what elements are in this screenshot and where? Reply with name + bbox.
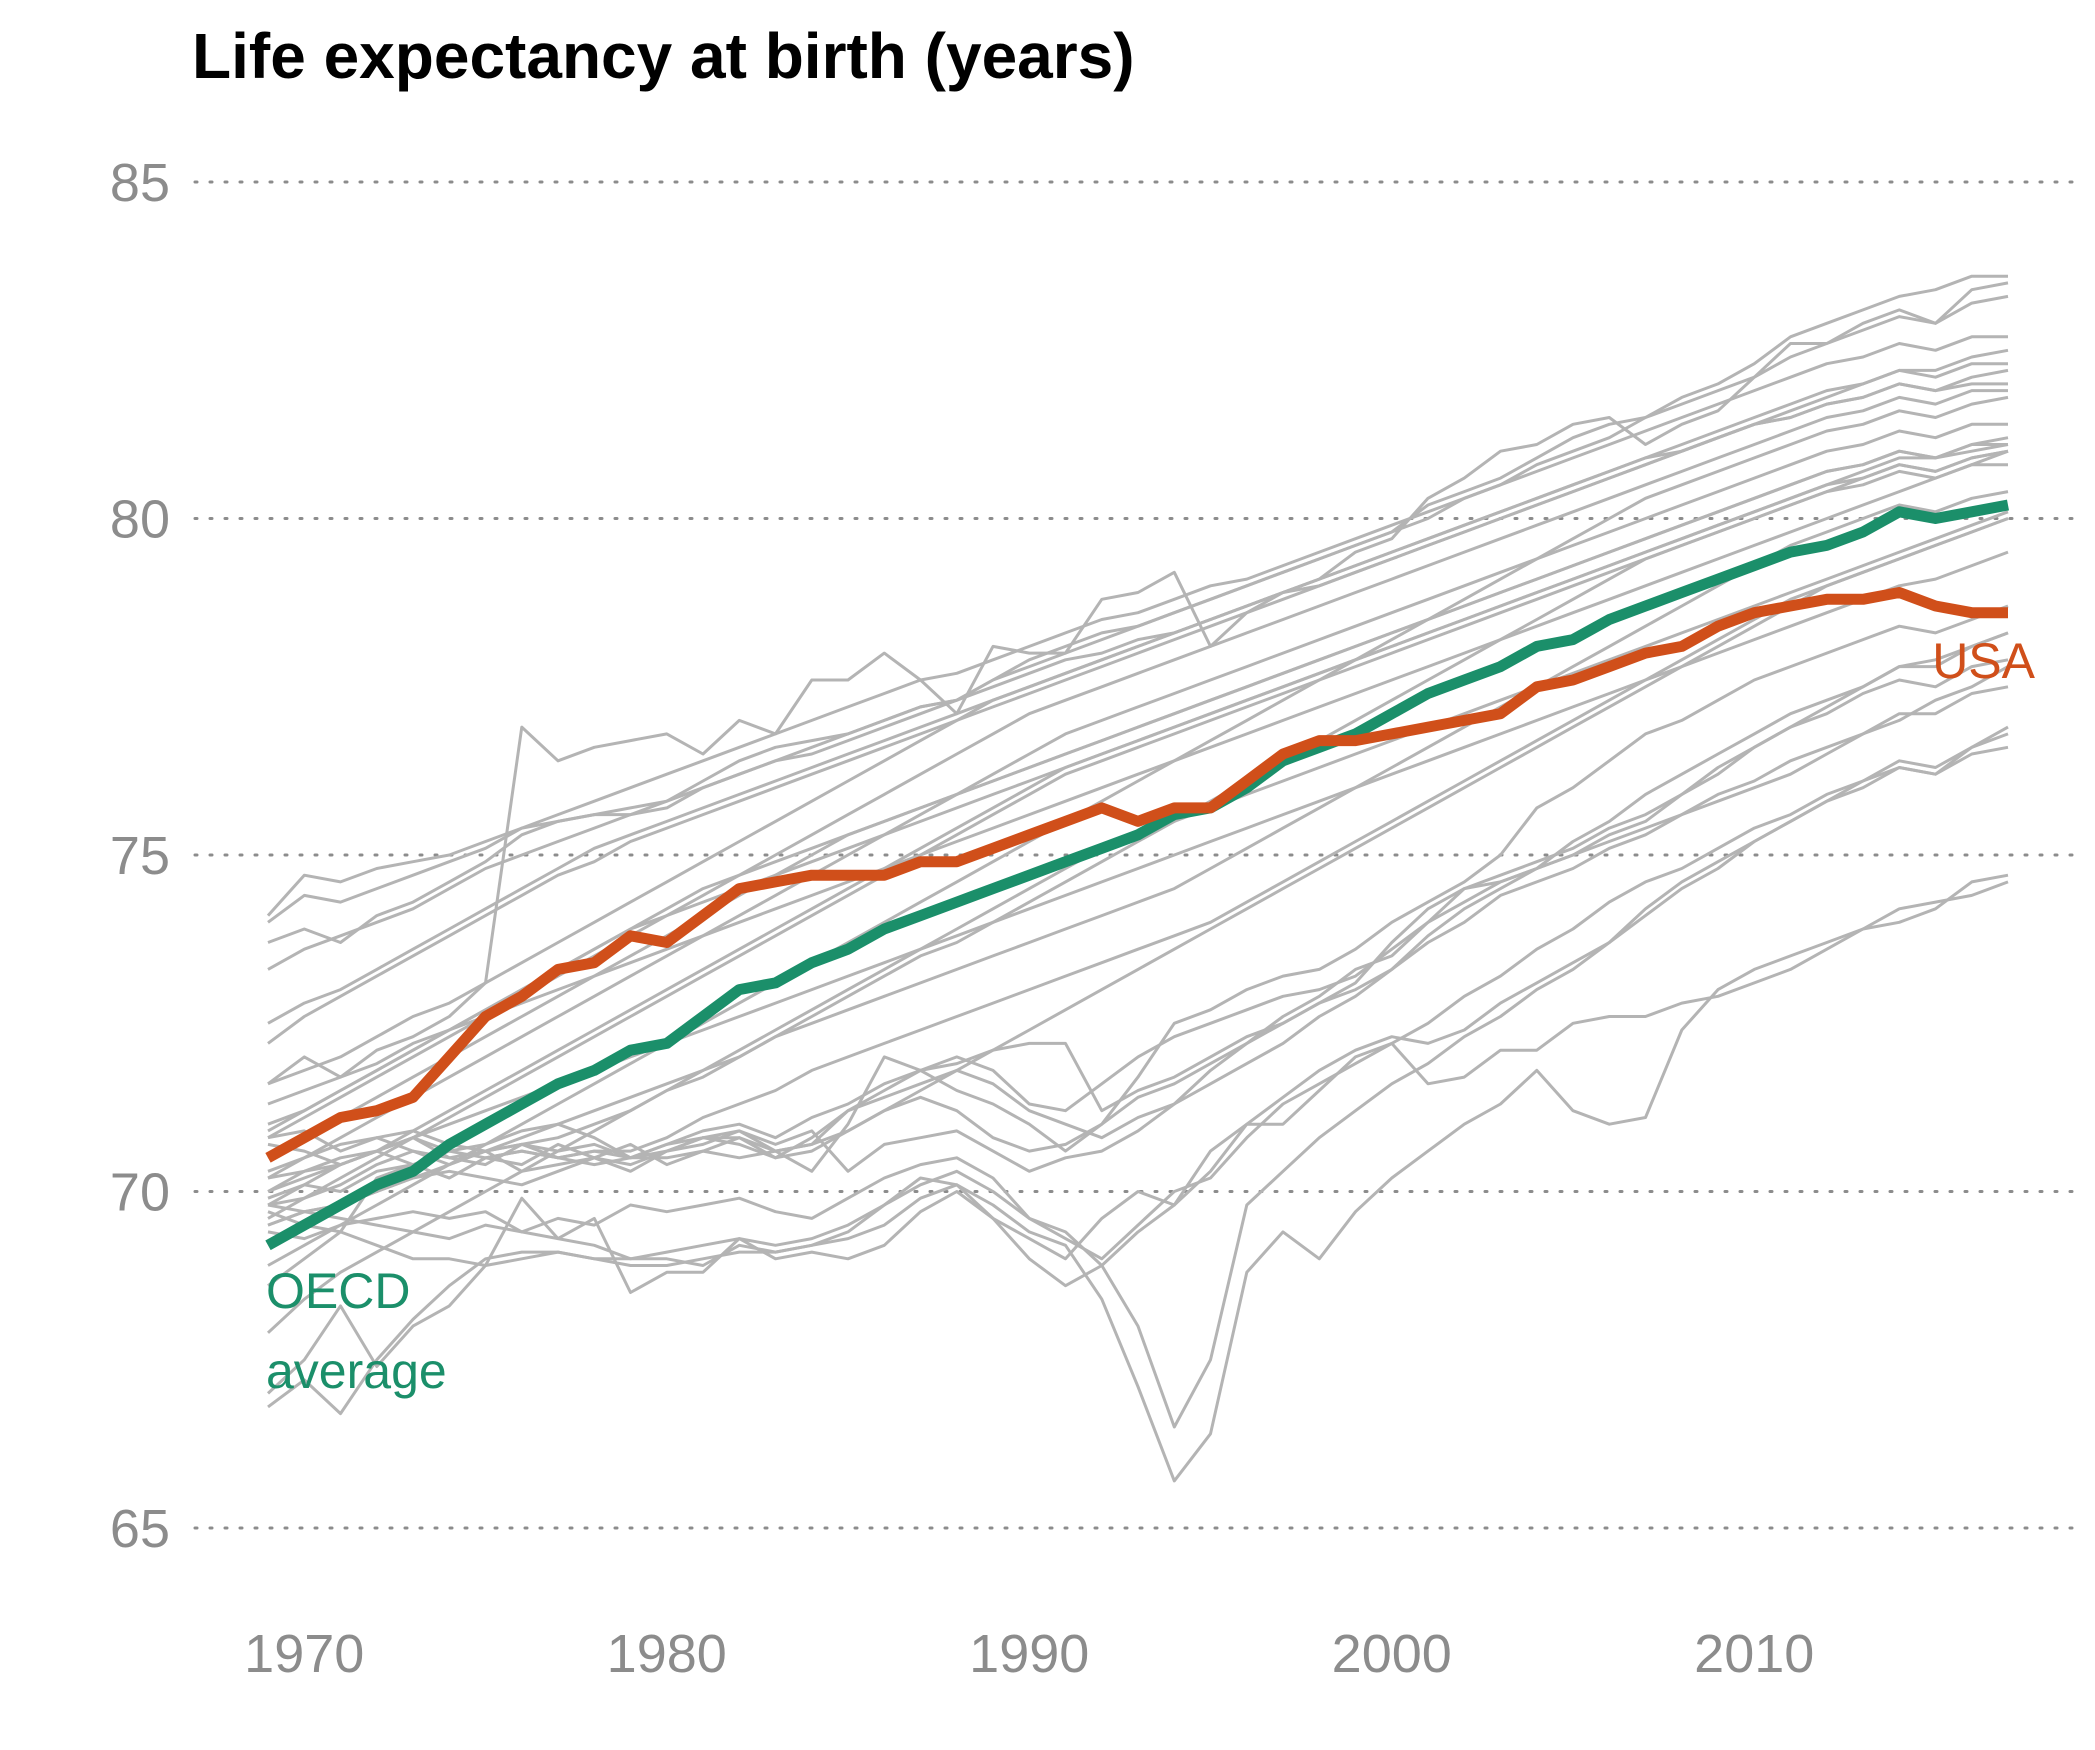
series-labels: USA OECD average [266, 633, 2036, 1399]
usa-label: USA [1932, 633, 2035, 689]
x-axis-ticks: 1970 1980 1990 2000 2010 [244, 1624, 1814, 1684]
oecd-average-label: average [266, 1343, 447, 1399]
country-series-line [267, 725, 2009, 1416]
x-tick-label: 1990 [969, 1624, 1089, 1684]
y-tick-label: 70 [110, 1163, 170, 1223]
x-tick-label: 1970 [244, 1624, 364, 1684]
country-series-line [267, 463, 2008, 1220]
usa-series-line [265, 587, 2008, 1163]
y-tick-label: 65 [110, 1499, 170, 1559]
country-series-line [267, 490, 2009, 1227]
oecd-average-label: OECD [266, 1263, 410, 1319]
y-tick-label: 80 [110, 490, 170, 550]
country-series-line [267, 449, 2009, 1207]
country-series-line [267, 362, 2008, 1086]
y-tick-label: 85 [110, 153, 170, 213]
y-tick-label: 75 [110, 826, 170, 886]
country-series-line [266, 510, 2009, 1334]
gridlines [193, 180, 2077, 1530]
chart-title: Life expectancy at birth (years) [192, 20, 1135, 92]
x-tick-label: 2000 [1332, 1624, 1452, 1684]
country-series-line [267, 449, 2009, 1106]
highlight-series-group [265, 499, 2010, 1251]
country-series-line [267, 658, 2009, 1287]
country-series-line [267, 732, 2009, 1261]
country-series-line [267, 685, 2009, 1227]
country-series-line [267, 745, 2009, 1429]
x-tick-label: 1980 [607, 1624, 727, 1684]
country-series-line [267, 449, 2009, 1173]
oecd-average-series-line [265, 499, 2010, 1251]
country-series-line [267, 335, 2008, 924]
country-series-line [267, 395, 2009, 1267]
country-series-line [267, 281, 2009, 1086]
country-series-line [266, 873, 2009, 1395]
country-series-line [267, 389, 2008, 1140]
country-series-line [267, 631, 2009, 1173]
country-series-line [267, 631, 2009, 1200]
country-series-line [267, 443, 2009, 1160]
country-series-line [267, 665, 2009, 1167]
country-series-line [267, 294, 2009, 971]
country-series-group [266, 274, 2009, 1483]
y-axis-ticks: 65 70 75 80 85 [110, 153, 170, 1559]
x-tick-label: 2010 [1694, 1624, 1814, 1684]
country-series-line [267, 368, 2009, 944]
country-series-line [267, 348, 2009, 1045]
country-series-line [267, 382, 2008, 1025]
country-series-line [267, 422, 2008, 1180]
